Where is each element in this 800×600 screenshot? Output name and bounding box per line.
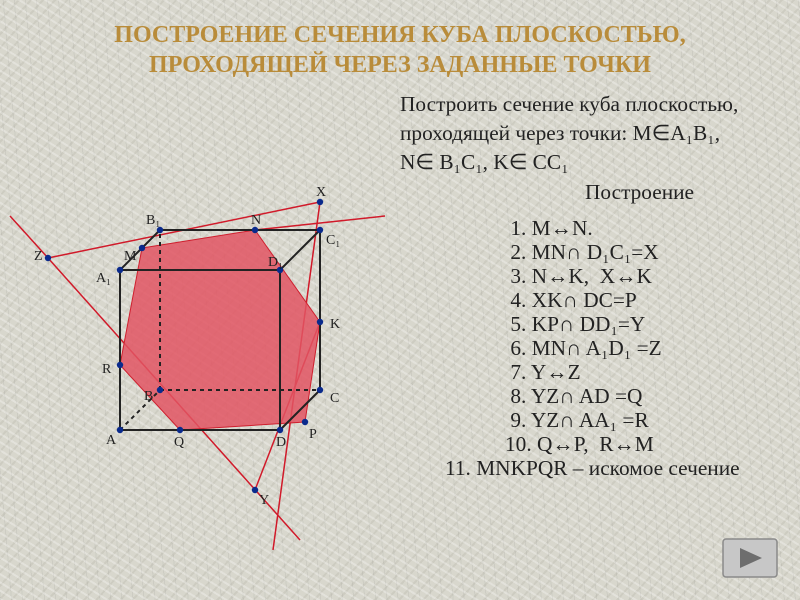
- step-8: 8. YZ∩ AD =Q: [505, 384, 642, 409]
- point-M: [139, 245, 145, 251]
- label-Q: Q: [174, 435, 184, 450]
- point-Y: [252, 487, 258, 493]
- label-X: X: [316, 185, 326, 200]
- step-11: 11. MNKPQR – искомое сечение: [445, 456, 740, 481]
- point-C: [317, 387, 323, 393]
- label-Z: Z: [34, 249, 43, 264]
- label-C: C: [330, 391, 339, 406]
- step-4: 4. XK∩ DC=P: [505, 288, 637, 313]
- point-Q: [177, 427, 183, 433]
- point-A: [117, 427, 123, 433]
- point-R: [117, 362, 123, 368]
- point-P: [302, 419, 308, 425]
- label-K: K: [330, 317, 340, 332]
- label-A: A: [106, 433, 117, 448]
- label-M: M: [124, 249, 137, 264]
- point-A1: [117, 267, 123, 273]
- label-Y: Y: [259, 493, 269, 508]
- cube-section-diagram: A D A₁ D₁ B C B₁ C₁ M N K X P Q R Z Y: [0, 120, 440, 550]
- next-slide-button[interactable]: [722, 538, 778, 578]
- step-9: 9. YZ∩ AA₁ =R: [505, 408, 649, 433]
- problem-line2: проходящей через точки: M∈A₁B₁,: [400, 119, 790, 148]
- label-D1: D₁: [268, 255, 283, 270]
- construction-heading: Построение: [585, 180, 694, 205]
- point-C1: [317, 227, 323, 233]
- label-D: D: [276, 435, 286, 450]
- step-10: 10. Q↔P, R↔M: [505, 432, 654, 457]
- play-forward-icon: [722, 538, 778, 578]
- point-B: [157, 387, 163, 393]
- point-D: [277, 427, 283, 433]
- label-P: P: [309, 427, 317, 442]
- step-2: 2. MN∩ D₁C₁=X: [505, 240, 659, 265]
- step-1: 1. M↔N.: [505, 216, 593, 241]
- step-6: 6. MN∩ A₁D₁ =Z: [505, 336, 662, 361]
- label-C1: C₁: [326, 233, 340, 248]
- label-N: N: [251, 213, 261, 228]
- title-line1: ПОСТРОЕНИЕ СЕЧЕНИЯ КУБА ПЛОСКОСТЬЮ,: [0, 20, 800, 50]
- label-B1: B₁: [146, 213, 160, 228]
- problem-statement: Построить сечение куба плоскостью, прохо…: [400, 90, 790, 176]
- step-5: 5. KP∩ DD₁=Y: [505, 312, 645, 337]
- point-K: [317, 319, 323, 325]
- label-B: B: [144, 389, 153, 404]
- point-Z: [45, 255, 51, 261]
- page-title: ПОСТРОЕНИЕ СЕЧЕНИЯ КУБА ПЛОСКОСТЬЮ, ПРОХ…: [0, 20, 800, 80]
- title-line2: ПРОХОДЯЩЕЙ ЧЕРЕЗ ЗАДАННЫЕ ТОЧКИ: [0, 50, 800, 80]
- step-3: 3. N↔K, X↔K: [505, 264, 652, 289]
- step-7: 7. Y↔Z: [505, 360, 581, 385]
- label-R: R: [102, 362, 112, 377]
- label-A1: A₁: [96, 271, 111, 286]
- problem-line3: N∈ B₁C₁, K∈ CC₁: [400, 148, 790, 177]
- problem-line1: Построить сечение куба плоскостью,: [400, 90, 790, 119]
